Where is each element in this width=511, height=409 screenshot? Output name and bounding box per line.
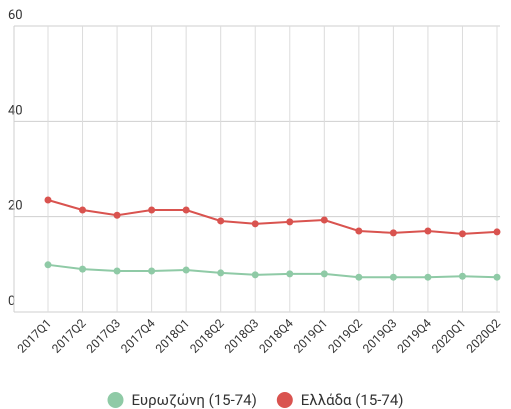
- data-point: [182, 206, 190, 214]
- data-point: [493, 273, 501, 281]
- data-point: [355, 273, 363, 281]
- legend-marker: [276, 392, 293, 408]
- legend-label: Ευρωζώνη (15-74): [132, 391, 257, 409]
- data-point: [217, 217, 225, 225]
- data-point: [113, 211, 121, 219]
- data-point: [424, 227, 432, 235]
- x-tick-label: 2019Q4: [394, 316, 434, 356]
- data-point: [251, 220, 259, 228]
- data-point: [79, 206, 87, 214]
- x-tick-label: 2017Q1: [15, 316, 55, 356]
- data-point: [320, 216, 328, 224]
- x-tick-label: 2020Q2: [464, 316, 504, 356]
- y-tick-label: 60: [8, 8, 23, 23]
- data-point: [182, 266, 190, 274]
- legend: Ευρωζώνη (15-74) Ελλάδα (15-74): [107, 391, 404, 409]
- data-point: [286, 218, 294, 226]
- x-tick-label: 2019Q2: [325, 316, 365, 356]
- x-tick-label: 2018Q2: [187, 316, 227, 356]
- x-tick-label: 2017Q4: [118, 316, 158, 356]
- data-point: [320, 270, 328, 278]
- data-point: [458, 272, 466, 280]
- data-point: [286, 270, 294, 278]
- data-point: [44, 196, 52, 204]
- data-point: [113, 267, 121, 275]
- x-tick-label: 2019Q3: [360, 316, 400, 356]
- y-tick-label: 40: [8, 103, 23, 118]
- data-point: [217, 269, 225, 277]
- x-tick-label: 2018Q3: [222, 316, 262, 356]
- x-tick-label: 2018Q4: [256, 316, 296, 356]
- data-point: [79, 265, 87, 273]
- x-tick-label: 2017Q3: [84, 316, 124, 356]
- x-tick-label: 2018Q1: [153, 316, 193, 356]
- series-line: [47, 263, 498, 279]
- data-point: [251, 271, 259, 279]
- data-point: [424, 273, 432, 281]
- data-point: [493, 228, 501, 236]
- data-point: [44, 261, 52, 269]
- data-point: [389, 229, 397, 237]
- legend-marker: [107, 392, 124, 408]
- data-point: [389, 273, 397, 281]
- x-tick-label: 2020Q1: [429, 316, 469, 356]
- x-tick-label: 2017Q2: [49, 316, 89, 356]
- legend-label: Ελλάδα (15-74): [301, 391, 404, 409]
- data-point: [458, 230, 466, 238]
- y-tick-label: 0: [8, 294, 15, 309]
- data-point: [355, 227, 363, 235]
- data-point: [148, 206, 156, 214]
- x-tick-label: 2019Q1: [291, 316, 331, 356]
- series-line: [47, 199, 498, 235]
- y-tick-label: 20: [8, 199, 23, 214]
- data-point: [148, 267, 156, 275]
